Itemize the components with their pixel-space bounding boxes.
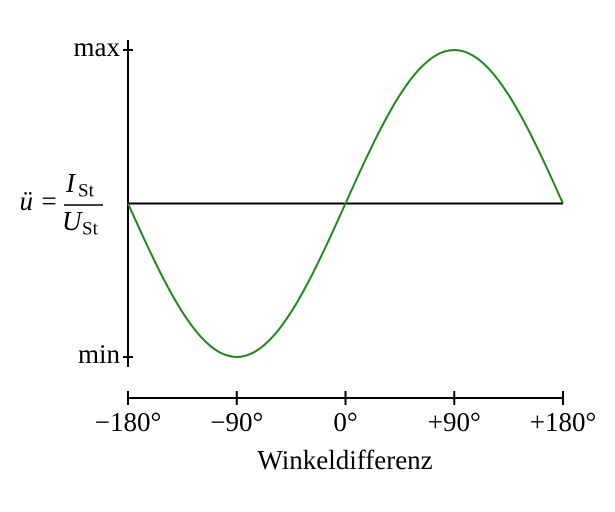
x-tick-label: +180° (530, 407, 597, 437)
y-label-numerator: I (65, 168, 77, 198)
y-label-denominator-sub: St (82, 218, 99, 239)
y-label-lhs: ü = (20, 186, 58, 216)
x-tick-label: 0° (333, 407, 357, 437)
y-tick-label: min (78, 339, 121, 369)
y-tick-label: max (74, 32, 121, 62)
y-label-numerator-sub: St (78, 180, 95, 201)
sine-curve (127, 48, 564, 359)
y-label-denominator: U (62, 206, 83, 236)
x-tick-label: −90° (210, 407, 263, 437)
x-axis-label: Winkeldifferenz (257, 445, 432, 475)
x-tick-label: +90° (428, 407, 481, 437)
y-axis-label: ü = I St U St (20, 168, 103, 239)
x-tick-label: −180° (95, 407, 162, 437)
